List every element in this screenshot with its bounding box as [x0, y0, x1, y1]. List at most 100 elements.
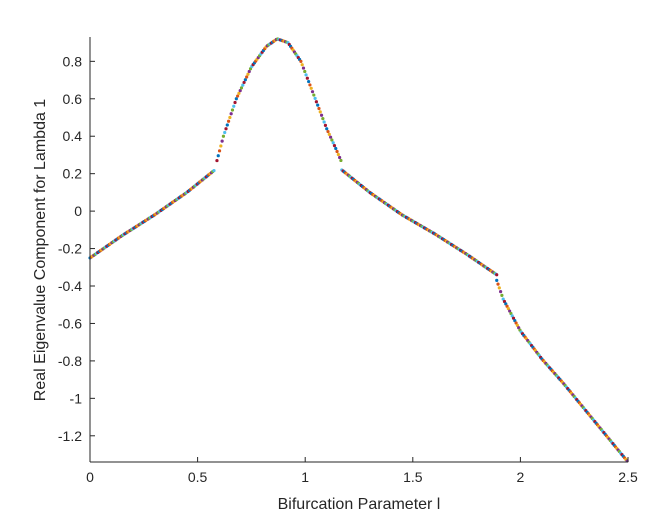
- data-point: [504, 302, 508, 306]
- data-point: [336, 152, 340, 157]
- data-point: [247, 69, 251, 74]
- y-tick-label: -1: [70, 390, 83, 406]
- data-point: [223, 130, 227, 135]
- data-point: [506, 307, 510, 311]
- data-point: [314, 100, 318, 104]
- data-point: [303, 69, 307, 74]
- data-point: [233, 100, 237, 105]
- data-point: [316, 103, 320, 107]
- data-point: [305, 76, 309, 80]
- data-point: [317, 106, 321, 111]
- data-point: [323, 123, 328, 127]
- y-tick-label: -0.2: [58, 241, 82, 257]
- data-point: [215, 158, 219, 163]
- data-point: [308, 83, 312, 87]
- data-point: [505, 304, 509, 308]
- y-tick-label: 0.6: [63, 91, 83, 107]
- data-point: [499, 290, 503, 294]
- series-branch-3: [340, 168, 499, 277]
- data-point: [510, 314, 514, 318]
- data-point: [243, 78, 247, 82]
- y-axis-title: Real Eigenvalue Component for Lambda 1: [32, 99, 49, 402]
- axes-layer: 0 0.5 1 1.5 2 2.5 0.8 0.6 0.4 0.2 0 -0.2 -0.4 -0.6 -0.…: [58, 37, 638, 485]
- x-tick-label: 1: [301, 469, 309, 485]
- data-point: [236, 94, 240, 98]
- data-point: [495, 273, 499, 277]
- data-point: [517, 326, 521, 330]
- data-point: [217, 149, 222, 153]
- data-point: [220, 139, 224, 143]
- data-point: [312, 93, 316, 97]
- data-point: [502, 299, 507, 304]
- data-point: [224, 127, 228, 131]
- data-point: [501, 297, 505, 301]
- data-point: [309, 86, 313, 90]
- data-point: [232, 104, 236, 108]
- data-point: [307, 79, 311, 84]
- data-point: [330, 138, 334, 142]
- data-point: [239, 86, 244, 90]
- data-point: [237, 91, 241, 95]
- data-point: [326, 129, 330, 134]
- data-point: [219, 144, 223, 148]
- x-tick-label: 0.5: [188, 469, 208, 485]
- x-tick-label: 2: [517, 469, 525, 485]
- data-point: [319, 113, 324, 117]
- data-point: [301, 66, 306, 70]
- data-point: [242, 80, 246, 85]
- data-point: [229, 112, 233, 116]
- data-point: [500, 293, 504, 297]
- data-point: [497, 286, 501, 290]
- data-point: [216, 154, 220, 158]
- data-point: [325, 127, 329, 131]
- y-tick-label: 0: [74, 203, 82, 219]
- data-point: [212, 169, 216, 173]
- series-branch-2: [215, 37, 343, 163]
- data-point: [327, 132, 331, 136]
- y-tick-label: -0.4: [58, 278, 82, 294]
- data-point: [221, 134, 226, 138]
- data-point: [508, 309, 512, 313]
- data-point: [514, 321, 518, 325]
- y-tick-label: -0.8: [58, 353, 82, 369]
- data-point: [321, 117, 325, 121]
- y-tick-label: 0.2: [63, 166, 83, 182]
- data-point: [322, 120, 326, 124]
- data-point: [509, 311, 513, 316]
- data-point: [328, 135, 333, 139]
- data-point: [310, 90, 315, 94]
- y-tick-label: 0.4: [63, 128, 83, 144]
- y-tick-label: -1.2: [58, 428, 82, 444]
- data-point: [513, 319, 517, 323]
- data-point: [335, 149, 339, 154]
- data-point: [495, 278, 499, 282]
- plot-layer: [88, 37, 629, 463]
- data-point: [511, 316, 516, 320]
- data-point: [299, 59, 303, 63]
- data-point: [318, 110, 322, 114]
- data-point: [248, 67, 253, 71]
- data-point: [515, 323, 519, 327]
- data-point: [331, 141, 335, 145]
- data-point: [496, 282, 500, 286]
- data-point: [313, 96, 317, 101]
- data-point: [228, 115, 232, 120]
- data-point: [234, 97, 238, 101]
- data-point: [304, 73, 308, 77]
- x-tick-label: 2.5: [618, 469, 638, 485]
- y-tick-label: 0.8: [63, 53, 83, 69]
- data-point: [332, 143, 337, 148]
- data-point: [338, 155, 342, 160]
- data-point: [241, 83, 245, 87]
- series-branch-1: [88, 169, 216, 260]
- data-point: [226, 119, 231, 123]
- data-point: [225, 123, 229, 127]
- data-point: [245, 75, 249, 79]
- data-point: [334, 146, 338, 151]
- data-point: [230, 108, 235, 112]
- data-point: [238, 89, 242, 93]
- x-axis-title: Bifurcation Parameter l: [278, 496, 441, 513]
- y-tick-label: -0.6: [58, 315, 82, 331]
- x-tick-label: 0: [86, 469, 94, 485]
